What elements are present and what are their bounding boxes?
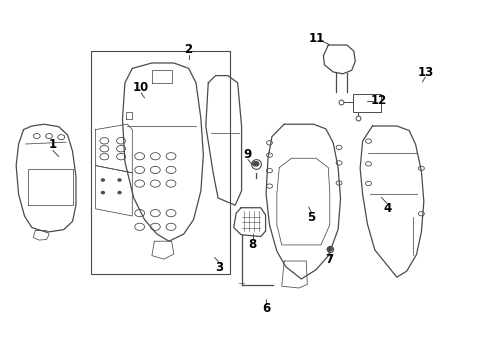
Text: 9: 9 [244, 148, 252, 161]
Text: 2: 2 [185, 43, 193, 56]
Circle shape [101, 179, 104, 181]
Circle shape [118, 179, 121, 181]
Text: 5: 5 [308, 211, 316, 224]
Text: 11: 11 [308, 32, 325, 45]
Circle shape [118, 192, 121, 194]
Text: 4: 4 [383, 202, 391, 215]
Circle shape [101, 192, 104, 194]
Text: 13: 13 [417, 66, 434, 78]
Text: 12: 12 [371, 94, 388, 107]
Text: 10: 10 [133, 81, 149, 94]
Circle shape [253, 162, 259, 166]
Text: 7: 7 [326, 253, 334, 266]
Circle shape [327, 247, 332, 251]
Text: 8: 8 [249, 238, 257, 251]
Text: 6: 6 [262, 302, 270, 315]
Bar [91, 51, 230, 274]
Text: 3: 3 [216, 261, 223, 274]
Bar [353, 94, 381, 112]
Text: 1: 1 [49, 138, 57, 151]
